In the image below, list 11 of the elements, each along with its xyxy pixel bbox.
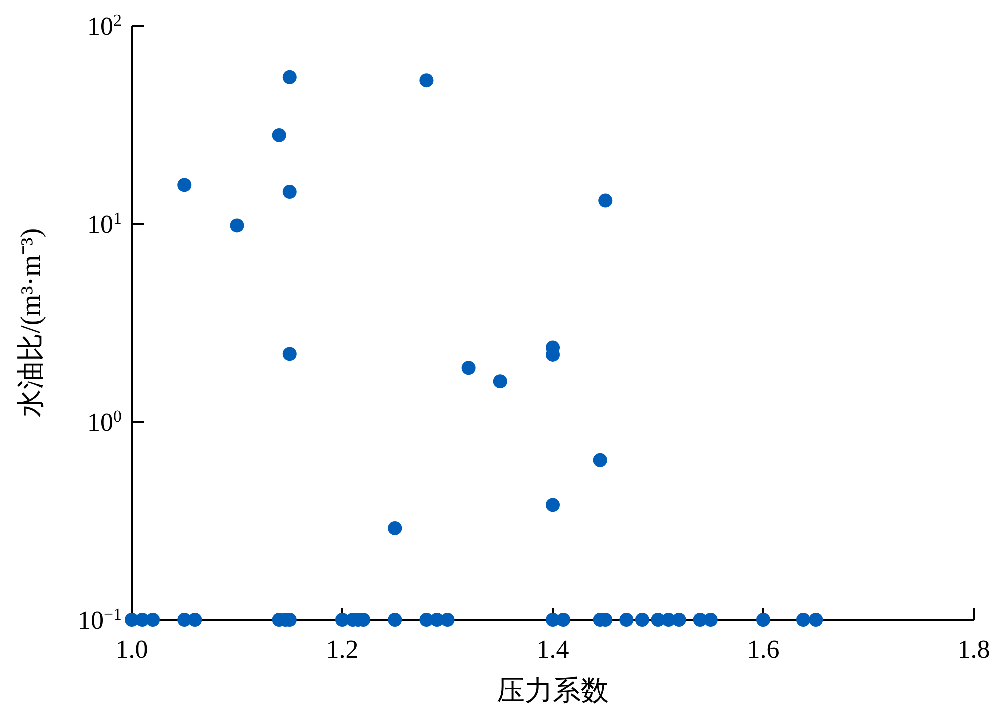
y-axis-title: 水油比/(m³·m⁻³) [16,228,47,418]
y-tick-label: 10$^{0}$ [88,406,122,437]
y-tick-label: 10$^{1}$ [88,208,122,239]
x-axis-title: 压力系数 [497,676,609,707]
x-tick-label: 1.2 [326,635,359,664]
x-tick-label: 1.8 [958,635,990,664]
y-tick-label: 10$^{2}$ [88,10,122,41]
x-tick-label: 1.4 [536,635,570,664]
y-tick-label: 10$^{−1}$ [78,604,122,635]
x-tick-label: 1.6 [747,635,780,664]
x-tick-label: 1.0 [116,635,148,664]
